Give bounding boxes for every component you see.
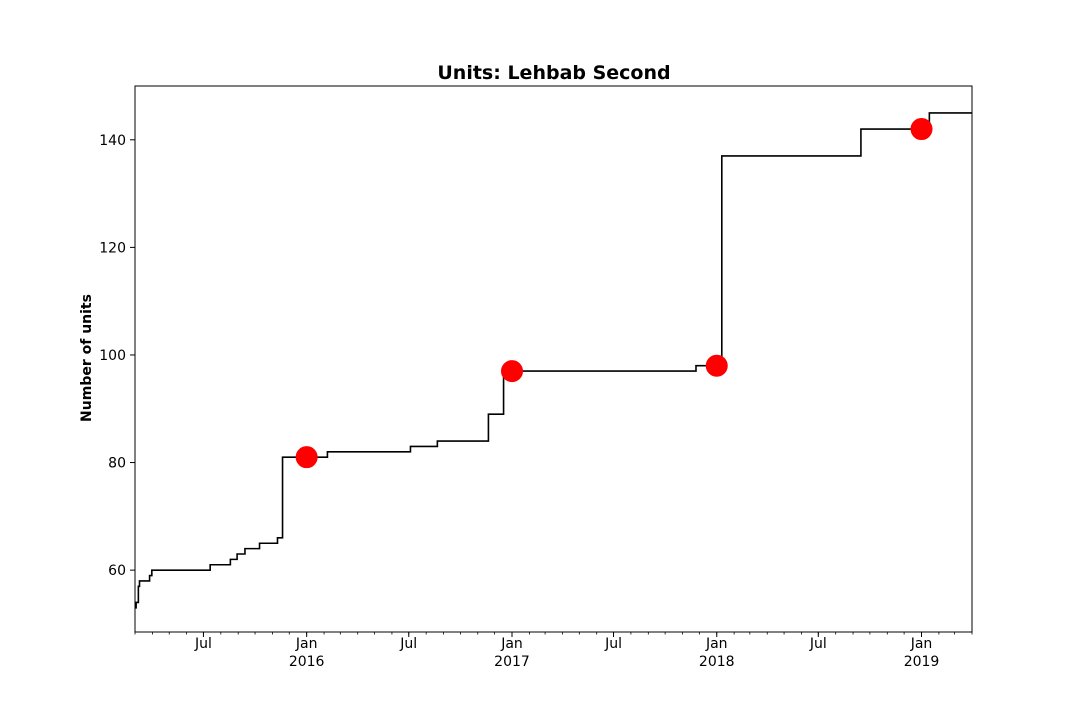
y-tick-label: 60: [108, 563, 126, 579]
x-tick-label: Jan: [910, 636, 933, 652]
x-tick-label: Jan: [500, 636, 523, 652]
x-tick-label: Jan: [295, 636, 318, 652]
chart-title: Units: Lehbab Second: [437, 62, 670, 84]
plot-area: [135, 112, 972, 609]
y-tick-label: 100: [99, 348, 126, 364]
y-tick-label: 140: [99, 133, 126, 149]
plot-frame: [134, 85, 973, 633]
x-tick-label: Jul: [604, 636, 622, 652]
x-tick-year-label: 2017: [494, 654, 530, 670]
y-axis-label: Number of units: [79, 294, 95, 422]
x-tick-year-label: 2016: [289, 654, 325, 670]
x-tick-year-label: 2019: [904, 654, 940, 670]
y-tick-label: 120: [99, 240, 126, 256]
units-step-line: [135, 112, 972, 609]
x-tick-label: Jul: [809, 636, 827, 652]
x-tick-label: Jul: [194, 636, 212, 652]
year-start-marker: [705, 354, 728, 377]
x-tick-label: Jan: [705, 636, 728, 652]
x-tick-label: Jul: [399, 636, 417, 652]
x-tick-year-label: 2018: [699, 654, 735, 670]
year-start-marker: [500, 360, 523, 383]
year-start-marker: [295, 446, 318, 469]
year-start-marker: [910, 118, 933, 141]
y-tick-label: 80: [108, 456, 126, 472]
